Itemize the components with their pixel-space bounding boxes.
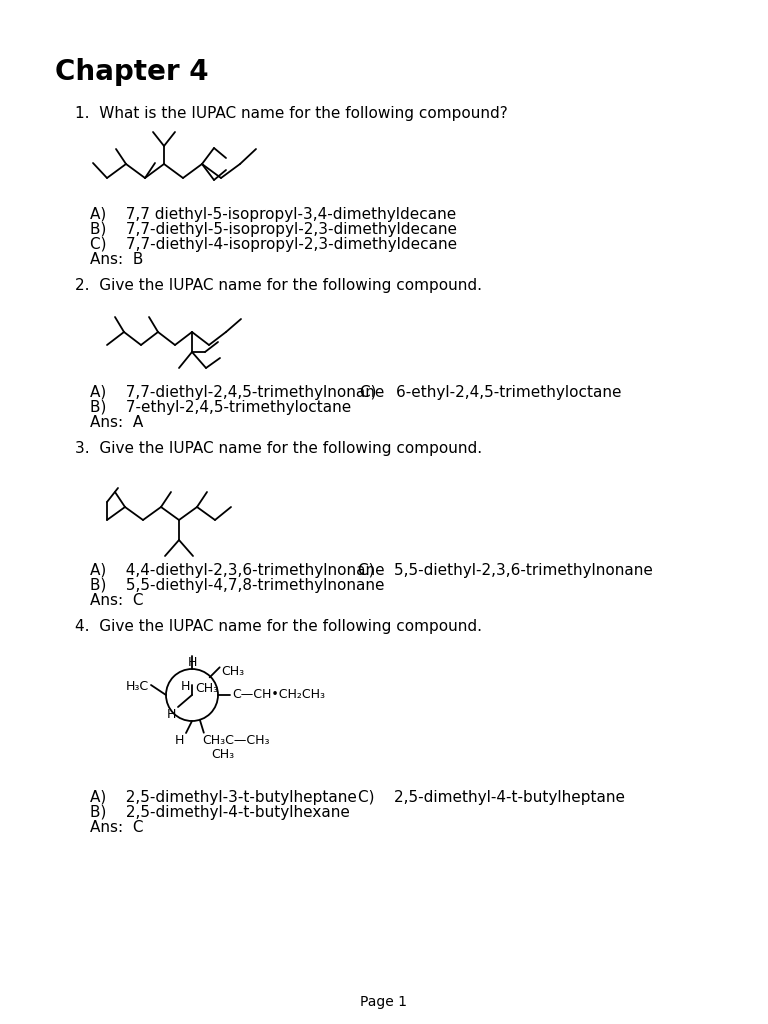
Text: H₃C: H₃C [126, 680, 149, 692]
Text: 3.  Give the IUPAC name for the following compound.: 3. Give the IUPAC name for the following… [75, 441, 482, 456]
Text: C—CH•CH₂CH₃: C—CH•CH₂CH₃ [232, 688, 325, 701]
Text: 4.  Give the IUPAC name for the following compound.: 4. Give the IUPAC name for the following… [75, 618, 482, 634]
Text: 1.  What is the IUPAC name for the following compound?: 1. What is the IUPAC name for the follow… [75, 106, 508, 121]
Text: Page 1: Page 1 [360, 995, 408, 1009]
Text: Chapter 4: Chapter 4 [55, 58, 209, 86]
Text: A)    2,5-dimethyl-3-t-butylheptane: A) 2,5-dimethyl-3-t-butylheptane [90, 790, 357, 805]
Text: Ans:  C: Ans: C [90, 593, 144, 608]
Text: A)    7,7-diethyl-2,4,5-trimethylnonane: A) 7,7-diethyl-2,4,5-trimethylnonane [90, 385, 384, 400]
Text: Ans:  A: Ans: A [90, 415, 144, 430]
Text: B)    7,7-diethyl-5-isopropyl-2,3-dimethyldecane: B) 7,7-diethyl-5-isopropyl-2,3-dimethyld… [90, 222, 457, 237]
Text: CH₃: CH₃ [210, 748, 234, 761]
Text: C)    7,7-diethyl-4-isopropyl-2,3-dimethyldecane: C) 7,7-diethyl-4-isopropyl-2,3-dimethyld… [90, 237, 457, 252]
Text: B)    7-ethyl-2,4,5-trimethyloctane: B) 7-ethyl-2,4,5-trimethyloctane [90, 400, 351, 415]
Text: C)    2,5-dimethyl-4-t-butylheptane: C) 2,5-dimethyl-4-t-butylheptane [358, 790, 625, 805]
Text: CH₃: CH₃ [222, 666, 245, 678]
Text: C)    5,5-diethyl-2,3,6-trimethylnonane: C) 5,5-diethyl-2,3,6-trimethylnonane [358, 563, 653, 578]
Text: 2.  Give the IUPAC name for the following compound.: 2. Give the IUPAC name for the following… [75, 278, 482, 293]
Text: CH₃: CH₃ [195, 682, 218, 695]
Text: A)    4,4-diethyl-2,3,6-trimethylnonane: A) 4,4-diethyl-2,3,6-trimethylnonane [90, 563, 385, 578]
Text: H: H [180, 680, 190, 693]
Text: H: H [167, 708, 176, 721]
Text: Ans:  C: Ans: C [90, 820, 144, 835]
Text: A)    7,7 diethyl-5-isopropyl-3,4-dimethyldecane: A) 7,7 diethyl-5-isopropyl-3,4-dimethyld… [90, 207, 456, 222]
Text: B)    5,5-diethyl-4,7,8-trimethylnonane: B) 5,5-diethyl-4,7,8-trimethylnonane [90, 578, 385, 593]
Text: C)    6-ethyl-2,4,5-trimethyloctane: C) 6-ethyl-2,4,5-trimethyloctane [360, 385, 621, 400]
Text: H: H [174, 734, 184, 746]
Text: CH₃C—CH₃: CH₃C—CH₃ [202, 734, 270, 746]
Text: Ans:  B: Ans: B [90, 252, 144, 267]
Text: H: H [187, 656, 197, 669]
Text: B)    2,5-dimethyl-4-t-butylhexane: B) 2,5-dimethyl-4-t-butylhexane [90, 805, 350, 820]
